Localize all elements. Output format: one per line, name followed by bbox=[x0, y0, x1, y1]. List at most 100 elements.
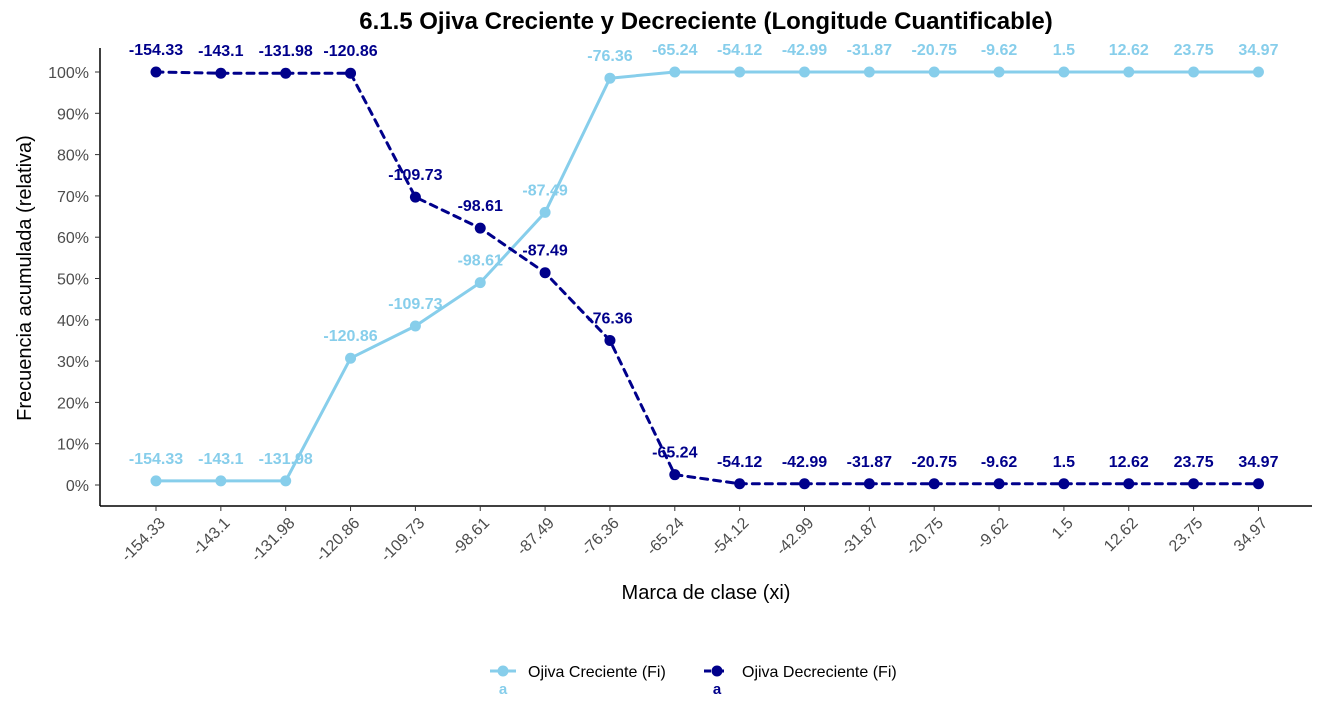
series-1-point bbox=[215, 475, 227, 487]
series-1-data-label: -42.99 bbox=[782, 42, 827, 59]
series-layer bbox=[150, 66, 1264, 490]
series-1-data-label: -143.1 bbox=[198, 451, 243, 468]
x-tick-label: -143.1 bbox=[190, 515, 234, 559]
y-tick-label: 30% bbox=[57, 354, 89, 371]
series-1-data-label: -98.61 bbox=[458, 253, 503, 270]
series-2-point bbox=[993, 478, 1005, 490]
y-tick-label: 10% bbox=[57, 437, 89, 454]
y-tick-label: 60% bbox=[57, 230, 89, 247]
series-2-data-label: -76.36 bbox=[587, 310, 632, 327]
series-1-point bbox=[539, 206, 551, 218]
x-tick-label: 12.62 bbox=[1101, 515, 1141, 555]
series-1-point bbox=[409, 320, 421, 332]
x-tick-label: -87.49 bbox=[514, 515, 558, 559]
y-tick-label: 80% bbox=[57, 148, 89, 165]
y-tick-label: 100% bbox=[48, 65, 89, 82]
series-2-point bbox=[539, 267, 551, 279]
series-1-point bbox=[734, 66, 746, 78]
series-2-data-label: -42.99 bbox=[782, 454, 827, 471]
series-2-data-label: 1.5 bbox=[1053, 454, 1075, 471]
x-tick-label: -31.87 bbox=[838, 515, 882, 559]
legend-entry-1: Ojiva Creciente (Fi) bbox=[528, 664, 666, 681]
series-2-point bbox=[215, 67, 227, 79]
series-2-point bbox=[863, 478, 875, 490]
x-axis-title: Marca de clase (xi) bbox=[622, 582, 791, 604]
series-1-data-label: -87.49 bbox=[522, 182, 567, 199]
data-labels-layer: -154.33 -143.1 -131.98 -120.86 -109.73 -98.61… bbox=[129, 42, 1279, 471]
series-line-2 bbox=[154, 70, 1260, 486]
x-tick-label: -65.24 bbox=[644, 515, 688, 559]
series-1-point bbox=[345, 352, 357, 364]
series-2-data-label: 34.97 bbox=[1238, 454, 1278, 471]
series-2-point bbox=[1252, 478, 1264, 490]
series-1-data-label: -120.86 bbox=[323, 328, 377, 345]
series-1-data-label: -20.75 bbox=[912, 42, 957, 59]
series-2-point bbox=[345, 67, 357, 79]
series-1-data-label: -131.98 bbox=[259, 451, 313, 468]
series-1-data-label: -9.62 bbox=[981, 42, 1018, 59]
y-tick-label: 0% bbox=[66, 478, 89, 495]
series-1-point bbox=[1188, 66, 1200, 78]
series-1-point bbox=[280, 475, 292, 487]
series-2-data-label: -31.87 bbox=[847, 454, 892, 471]
x-tick-label: -109.73 bbox=[378, 515, 428, 565]
series-1-data-label: -31.87 bbox=[847, 42, 892, 59]
x-tick-label: 34.97 bbox=[1231, 515, 1271, 555]
series-2-point bbox=[409, 191, 421, 203]
series-1-data-label: 1.5 bbox=[1053, 42, 1075, 59]
x-axis-ticks: -154.33 -143.1 -131.98 -120.86 -109.73 -98.61… bbox=[118, 506, 1271, 565]
legend: a Ojiva Creciente (Fi) a Ojiva Decreciente … bbox=[490, 664, 897, 698]
series-1-data-label: 23.75 bbox=[1174, 42, 1214, 59]
x-tick-label: -20.75 bbox=[903, 515, 947, 559]
y-tick-label: 50% bbox=[57, 272, 89, 289]
legend-key-glyph-1: a bbox=[499, 681, 508, 698]
series-2-data-label: 23.75 bbox=[1174, 454, 1214, 471]
legend-entry-2: Ojiva Decreciente (Fi) bbox=[742, 664, 897, 681]
legend-key-glyph-2: a bbox=[713, 681, 722, 698]
series-2-point bbox=[474, 222, 486, 234]
series-2-point bbox=[604, 334, 616, 346]
series-1-data-label: 12.62 bbox=[1109, 42, 1149, 59]
series-1-point bbox=[1058, 66, 1070, 78]
series-2-data-label: -87.49 bbox=[522, 243, 567, 260]
legend-key-point-1 bbox=[497, 665, 509, 677]
series-2-point bbox=[799, 478, 810, 490]
series-1-point bbox=[669, 66, 681, 78]
series-1-point bbox=[928, 66, 940, 78]
series-2-data-label: -120.86 bbox=[323, 43, 377, 60]
series-1-point bbox=[799, 66, 810, 78]
series-2-data-label: -9.62 bbox=[981, 454, 1018, 471]
x-tick-label: -54.12 bbox=[708, 515, 752, 559]
series-2-point bbox=[1123, 478, 1135, 490]
x-tick-label: -154.33 bbox=[118, 515, 168, 565]
y-tick-label: 70% bbox=[57, 189, 89, 206]
x-tick-label: -131.98 bbox=[248, 515, 298, 565]
series-1-point bbox=[604, 72, 616, 84]
series-1-data-label: -54.12 bbox=[717, 42, 762, 59]
y-axis-title: Frecuencia acumulada (relativa) bbox=[14, 135, 36, 421]
x-tick-label: -120.86 bbox=[313, 515, 363, 565]
series-1-point bbox=[474, 277, 486, 289]
legend-key-point-2 bbox=[711, 665, 723, 677]
series-1-point bbox=[1123, 66, 1135, 78]
y-tick-label: 90% bbox=[57, 106, 89, 123]
y-tick-label: 20% bbox=[57, 395, 89, 412]
x-tick-label: -98.61 bbox=[449, 515, 493, 559]
series-1-point bbox=[150, 475, 162, 487]
x-tick-label: -9.62 bbox=[974, 515, 1012, 553]
series-2-point bbox=[1058, 478, 1070, 490]
series-2-point bbox=[669, 469, 681, 481]
series-1-data-label: -76.36 bbox=[587, 48, 632, 65]
series-2-data-label: -54.12 bbox=[717, 454, 762, 471]
x-tick-label: -42.99 bbox=[773, 515, 817, 559]
series-1-data-label: -65.24 bbox=[652, 42, 697, 59]
series-2-point bbox=[280, 67, 292, 79]
axes bbox=[99, 48, 1312, 507]
series-2-point bbox=[928, 478, 940, 490]
x-tick-label: 1.5 bbox=[1049, 515, 1077, 543]
series-2-point bbox=[150, 66, 162, 78]
series-2-data-label: -143.1 bbox=[198, 43, 243, 60]
series-2-data-label: -131.98 bbox=[259, 43, 313, 60]
series-2-data-label: -98.61 bbox=[458, 198, 503, 215]
